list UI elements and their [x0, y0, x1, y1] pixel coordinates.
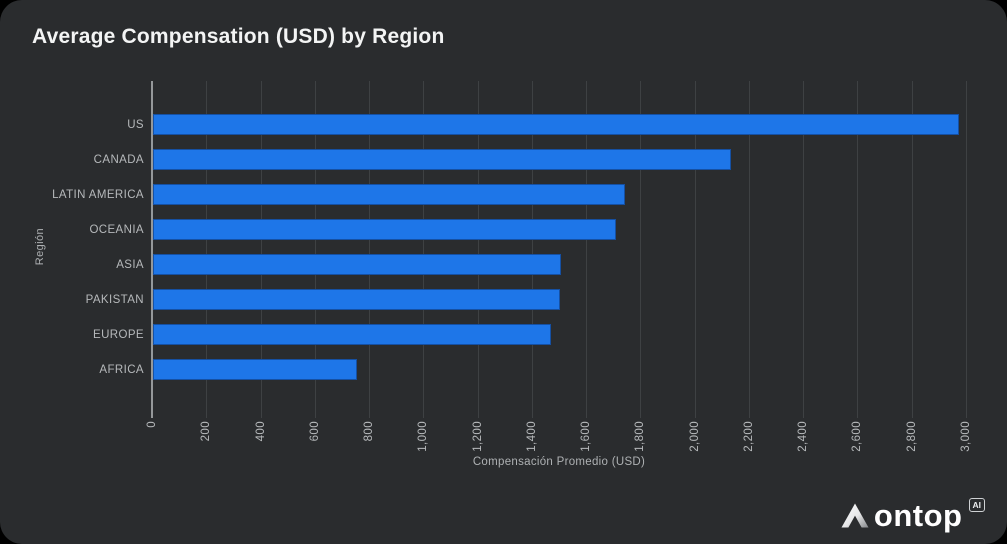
gridline: [369, 81, 371, 418]
ontop-triangle-icon: [841, 503, 869, 528]
x-tick-label-text: 600: [308, 421, 321, 442]
x-tick-label: 2,200: [740, 421, 758, 452]
category-label: US: [127, 118, 144, 131]
category-label: OCEANIA: [89, 223, 144, 236]
x-tick-label-text: 1,600: [580, 421, 593, 452]
bar-latin-america: [153, 184, 626, 205]
x-tick-label-text: 1,400: [525, 421, 538, 452]
gridline: [857, 81, 859, 418]
gridline: [314, 81, 316, 418]
x-tick-label: 1,600: [577, 421, 595, 452]
x-axis-title: Compensación Promedio (USD): [472, 456, 646, 468]
x-tick-label-text: 0: [146, 421, 158, 428]
gridline: [748, 81, 750, 418]
x-tick-label-text: 2,400: [797, 421, 810, 452]
x-tick-label: 600: [306, 421, 324, 441]
gridline: [423, 81, 425, 418]
gridline: [966, 81, 967, 418]
x-tick-label: 3,000: [957, 421, 975, 452]
gridline: [640, 81, 642, 418]
chart-row: CANADA: [94, 142, 966, 177]
plot-area: US CANADA LATIN AMERICA OCEANIA ASIA PAKISTAN…: [52, 81, 967, 418]
y-axis-title: Región: [34, 228, 46, 266]
y-axis-line: [151, 81, 153, 418]
x-tick-label-text: 1,000: [417, 421, 430, 452]
category-label: AFRICA: [99, 363, 144, 376]
bar-africa: [153, 359, 357, 380]
x-tick-label-text: 1,200: [471, 421, 484, 452]
x-tick-label-text: 2,200: [742, 421, 755, 452]
x-tick-label-text: 2,600: [851, 421, 864, 452]
chart-row: PAKISTAN: [86, 282, 966, 317]
chart-row: EUROPE: [93, 317, 966, 352]
bars-layer: US CANADA LATIN AMERICA OCEANIA ASIA PAKISTAN…: [52, 107, 966, 387]
x-tick-label-text: 2,000: [688, 421, 701, 452]
x-tick-label: 400: [252, 421, 270, 441]
gridline: [586, 81, 588, 418]
chart-row: AFRICA: [99, 352, 966, 387]
bar-europe: [153, 324, 551, 345]
x-tick-label: 1,800: [631, 421, 649, 452]
x-tick-label-text: 1,800: [634, 421, 647, 452]
chart-title: Average Compensation (USD) by Region: [32, 25, 445, 48]
x-tick-label: 2,400: [794, 421, 812, 452]
bar-oceania: [153, 219, 616, 240]
bar-pakistan: [153, 289, 560, 310]
category-label: EUROPE: [93, 328, 144, 341]
x-tick-label-text: 400: [254, 421, 267, 442]
y-axis-title-box: Región: [33, 81, 47, 413]
chart-row: ASIA: [116, 247, 966, 282]
x-tick-label-text: 200: [200, 421, 213, 442]
gridline: [477, 81, 479, 418]
x-tick-label: 2,800: [903, 421, 921, 452]
x-tick-label: 1,000: [414, 421, 432, 452]
gridline: [803, 81, 805, 418]
gridline: [260, 81, 262, 418]
x-tick-label-text: 2,800: [905, 421, 918, 452]
x-tick-label: 0: [143, 421, 161, 428]
gridline: [531, 81, 533, 418]
category-label: PAKISTAN: [85, 293, 144, 306]
ontop-ai-badge: AI: [968, 498, 985, 513]
bar-asia: [153, 254, 562, 275]
bar-us: [153, 114, 959, 135]
x-tick-label: 800: [360, 421, 378, 441]
gridline: [206, 81, 208, 418]
x-tick-label-text: 800: [363, 421, 376, 442]
category-label: ASIA: [116, 258, 144, 271]
ontop-logo: ontop AI: [840, 498, 985, 533]
chart-row: OCEANIA: [89, 212, 966, 247]
gridline: [911, 81, 913, 418]
x-tick-label: 1,200: [469, 421, 487, 452]
x-tick-label-text: 3,000: [960, 421, 972, 452]
ontop-logo-text: ontop: [873, 498, 963, 533]
bar-canada: [153, 149, 731, 170]
category-label: CANADA: [93, 153, 144, 166]
chart-row: US: [127, 107, 966, 142]
category-label: LATIN AMERICA: [52, 188, 144, 201]
x-tick-label: 200: [197, 421, 215, 441]
chart-row: LATIN AMERICA: [52, 177, 966, 212]
x-tick-label: 2,600: [848, 421, 866, 452]
x-tick-label: 2,000: [686, 421, 704, 452]
gridline: [694, 81, 696, 418]
x-tick-label: 1,400: [523, 421, 541, 452]
